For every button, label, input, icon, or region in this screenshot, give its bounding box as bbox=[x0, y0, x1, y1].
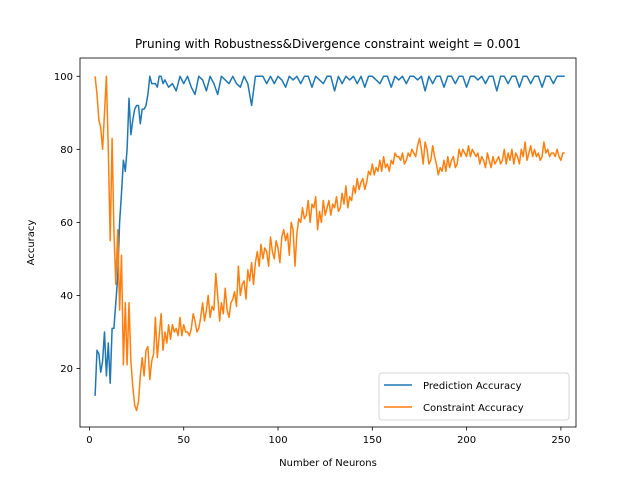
legend-label-prediction: Prediction Accuracy bbox=[423, 381, 522, 392]
plot-area bbox=[79, 57, 577, 428]
y-tick-label: 20 bbox=[60, 364, 73, 375]
x-tick-label: 100 bbox=[268, 435, 287, 446]
y-tick-label: 60 bbox=[60, 218, 73, 229]
legend-label-constraint: Constraint Accuracy bbox=[423, 403, 524, 414]
y-tick-label: 40 bbox=[60, 291, 73, 302]
x-tick-label: 250 bbox=[551, 435, 570, 446]
x-tick-label: 150 bbox=[363, 435, 382, 446]
y-tick-label: 80 bbox=[60, 145, 73, 156]
plot-frame bbox=[79, 57, 577, 428]
y-tick-label: 100 bbox=[54, 72, 73, 83]
x-tick-label: 0 bbox=[86, 435, 92, 446]
x-axis-label: Number of Neurons bbox=[279, 458, 377, 469]
y-axis: 20 40 60 80 100 bbox=[54, 72, 80, 375]
series-line-constraint-accuracy bbox=[94, 75, 565, 412]
chart-title: Pruning with Robustness&Divergence const… bbox=[135, 37, 521, 51]
x-tick-label: 200 bbox=[457, 435, 476, 446]
series-line-prediction-accuracy bbox=[94, 75, 565, 396]
legend: Prediction Accuracy Constraint Accuracy bbox=[378, 372, 570, 421]
y-axis-label: Accuracy bbox=[26, 220, 37, 266]
series-layer bbox=[94, 75, 565, 412]
x-axis: 0 50 100 150 200 250 bbox=[86, 427, 570, 446]
x-tick-label: 50 bbox=[177, 435, 190, 446]
legend-box bbox=[378, 372, 570, 421]
